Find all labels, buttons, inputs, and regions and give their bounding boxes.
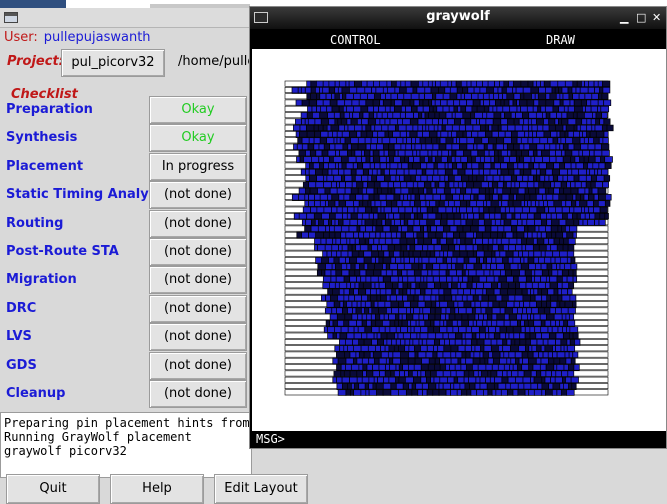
project-button[interactable]: pul_picorv32 [61, 49, 165, 77]
desktop-window-thumbnail[interactable] [0, 0, 66, 8]
close-icon[interactable]: ✕ [652, 11, 662, 24]
step-name: Preparation [6, 102, 93, 117]
menu-draw[interactable]: DRAW [546, 33, 575, 47]
step-name: Synthesis [6, 130, 78, 146]
checklist-step: Routing (not done) [0, 209, 252, 238]
step-status-button[interactable]: (not done) [149, 323, 247, 352]
log-line: graywolf picorv32 [4, 444, 127, 458]
step-status-button[interactable]: (not done) [149, 351, 247, 380]
log-console[interactable]: Preparing pin placement hints from pi Ru… [0, 412, 252, 478]
help-button[interactable]: Help [110, 474, 204, 504]
step-name: Static Timing Analysis [6, 187, 169, 203]
step-name: Placement [6, 158, 84, 174]
checklist-step: Static Timing Analysis (not done) [0, 181, 252, 210]
checklist-step: LVS (not done) [0, 323, 252, 352]
step-status-button[interactable]: (not done) [149, 294, 247, 323]
graywolf-titlebar[interactable]: graywolf ▁ □ ✕ [250, 7, 666, 29]
placement-canvas[interactable] [252, 49, 666, 431]
minimize-icon[interactable]: ▁ [620, 11, 629, 24]
qflow-window: User: pullepujaswanth Project: pul_picorv… [0, 8, 308, 504]
user-label: User: [4, 30, 38, 45]
step-status-button[interactable]: (not done) [149, 181, 247, 210]
step-name: Migration [6, 272, 77, 288]
step-name: GDS [6, 357, 37, 373]
qflow-titlebar[interactable] [0, 8, 252, 28]
desktop-bar [150, 4, 250, 8]
step-status-button[interactable]: Okay [149, 96, 247, 124]
checklist-heading: Checklist [11, 87, 78, 102]
checklist-step: Post-Route STA (not done) [0, 238, 252, 266]
log-line: Preparing pin placement hints from pi [4, 416, 252, 430]
menu-control[interactable]: CONTROL [330, 33, 381, 47]
step-name: Post-Route STA [6, 244, 119, 259]
checklist-step: Preparation Okay [0, 96, 252, 124]
user-name: pullepujaswanth [43, 30, 151, 45]
project-label: Project: [7, 54, 64, 69]
step-status-button[interactable]: Okay [149, 124, 247, 153]
window-icon[interactable] [254, 12, 268, 23]
graywolf-menu-bar: CONTROL DRAW [252, 31, 666, 49]
checklist-step: Migration (not done) [0, 266, 252, 295]
quit-button[interactable]: Quit [6, 474, 100, 504]
step-status-button[interactable]: (not done) [149, 266, 247, 295]
step-name: Cleanup [6, 386, 66, 401]
step-status-button[interactable]: (not done) [149, 238, 247, 266]
window-title: graywolf [426, 9, 490, 24]
checklist-step: DRC (not done) [0, 294, 252, 323]
project-path: /home/pullep [178, 54, 264, 69]
msg-prompt: MSG> [256, 432, 285, 446]
checklist-step: Synthesis Okay [0, 124, 252, 153]
log-line: Running GrayWolf placement [4, 430, 192, 444]
user-row: User: pullepujaswanth [4, 30, 151, 48]
message-bar[interactable]: MSG> [252, 431, 666, 448]
window-icon[interactable] [4, 12, 18, 23]
step-status-button[interactable]: In progress [149, 152, 247, 181]
step-status-button[interactable]: (not done) [149, 209, 247, 238]
checklist-step: GDS (not done) [0, 351, 252, 380]
project-row: Project: pul_picorv32 /home/pullep [4, 49, 264, 79]
step-name: LVS [6, 329, 32, 345]
maximize-icon[interactable]: □ [636, 11, 647, 24]
graywolf-window: graywolf ▁ □ ✕ CONTROL DRAW MSG> [249, 6, 667, 449]
checklist-step: Cleanup (not done) [0, 380, 252, 408]
placement-drawing [284, 80, 614, 396]
step-name: Routing [6, 215, 64, 231]
step-name: DRC [6, 300, 37, 316]
step-status-button[interactable]: (not done) [149, 380, 247, 408]
desktop-strip [0, 0, 667, 8]
checklist-step: Placement In progress [0, 152, 252, 181]
edit-layout-button[interactable]: Edit Layout [214, 474, 308, 504]
